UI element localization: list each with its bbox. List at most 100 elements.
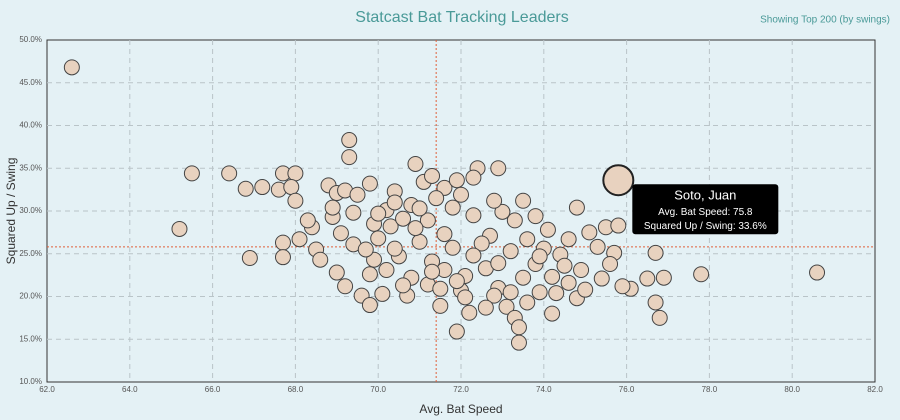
player-point [655, 269, 672, 286]
player-point [448, 273, 465, 290]
player-point [465, 247, 482, 264]
player-point [486, 192, 503, 209]
x-tick-label: 62.0 [39, 385, 55, 394]
player-point [63, 59, 80, 76]
y-tick-label: 35.0% [19, 163, 42, 172]
player-point [502, 284, 519, 301]
player-point [461, 304, 478, 321]
player-point [610, 217, 627, 234]
player-point [647, 294, 664, 311]
subtitle: Showing Top 200 (by swings) [760, 15, 890, 26]
player-point [411, 200, 428, 217]
player-point [337, 278, 354, 295]
player-point [341, 149, 358, 166]
player-point [386, 194, 403, 211]
player-point [560, 274, 577, 291]
player-point [328, 264, 345, 281]
player-point [345, 204, 362, 221]
y-tick-label: 45.0% [19, 78, 42, 87]
player-point [411, 233, 428, 250]
player-point [506, 212, 523, 229]
player-point [341, 132, 358, 149]
player-point [378, 261, 395, 278]
player-point [183, 165, 200, 182]
player-point [651, 309, 668, 326]
x-tick-label: 66.0 [205, 385, 221, 394]
x-tick-label: 74.0 [536, 385, 552, 394]
player-point [241, 250, 258, 267]
tooltip-box [632, 184, 779, 235]
player-point [573, 261, 590, 278]
player-point [432, 280, 449, 297]
player-point [291, 231, 308, 248]
player-point [370, 230, 387, 247]
player-point [453, 186, 469, 203]
player-point [361, 175, 378, 192]
player-point [548, 285, 565, 302]
player-point [432, 297, 449, 314]
player-point [556, 257, 573, 274]
player-point [287, 192, 304, 209]
player-point [457, 289, 474, 306]
player-point [809, 264, 826, 281]
tooltip-x: Avg. Bat Speed: 75.8 [658, 207, 753, 218]
player-point [374, 285, 391, 302]
player-point [560, 231, 577, 248]
player-point [515, 192, 532, 209]
player-point [510, 319, 527, 336]
player-point [490, 160, 507, 177]
x-tick-label: 68.0 [288, 385, 304, 394]
player-point [424, 167, 441, 184]
player-point [324, 199, 341, 216]
player-point [274, 249, 291, 266]
player-point [357, 241, 374, 258]
player-point [519, 294, 536, 311]
player-point [386, 240, 403, 257]
player-point [299, 212, 316, 229]
player-point [498, 298, 515, 315]
player-point [544, 268, 561, 285]
player-point [274, 234, 291, 251]
player-point [614, 278, 631, 295]
player-point [544, 305, 561, 322]
y-axis-label: Squared Up / Swing [4, 158, 18, 265]
player-point [465, 169, 482, 186]
y-tick-label: 15.0% [19, 334, 42, 343]
player-point [477, 299, 494, 316]
player-point [254, 179, 271, 196]
player-point [602, 256, 619, 273]
player-point [424, 263, 441, 280]
y-tick-label: 40.0% [19, 121, 42, 130]
y-tick-label: 20.0% [19, 292, 42, 301]
player-point [527, 208, 544, 225]
player-point [349, 186, 366, 203]
player-point [490, 255, 507, 272]
player-point [395, 210, 412, 227]
x-tick-label: 78.0 [702, 385, 718, 394]
player-point [531, 284, 548, 301]
y-tick-label: 50.0% [19, 35, 42, 44]
player-point [436, 226, 453, 243]
player-point [283, 179, 300, 196]
player-point [361, 297, 378, 314]
player-point [448, 323, 465, 340]
player-point [593, 270, 610, 287]
player-point [237, 180, 254, 197]
y-tick-label: 30.0% [19, 206, 42, 215]
player-point [539, 221, 556, 238]
player-point [171, 220, 188, 237]
player-point [382, 218, 399, 235]
player-point [332, 225, 349, 242]
y-tick-label: 10.0% [19, 377, 42, 386]
player-point [473, 235, 490, 252]
x-tick-label: 76.0 [619, 385, 635, 394]
player-point [395, 277, 412, 294]
x-tick-label: 82.0 [867, 385, 883, 394]
player-point [515, 269, 532, 286]
player-point [502, 243, 519, 260]
player-point [589, 238, 606, 255]
player-point [577, 281, 594, 298]
player-point [639, 270, 656, 287]
x-tick-label: 72.0 [453, 385, 469, 394]
player-point [510, 334, 527, 351]
